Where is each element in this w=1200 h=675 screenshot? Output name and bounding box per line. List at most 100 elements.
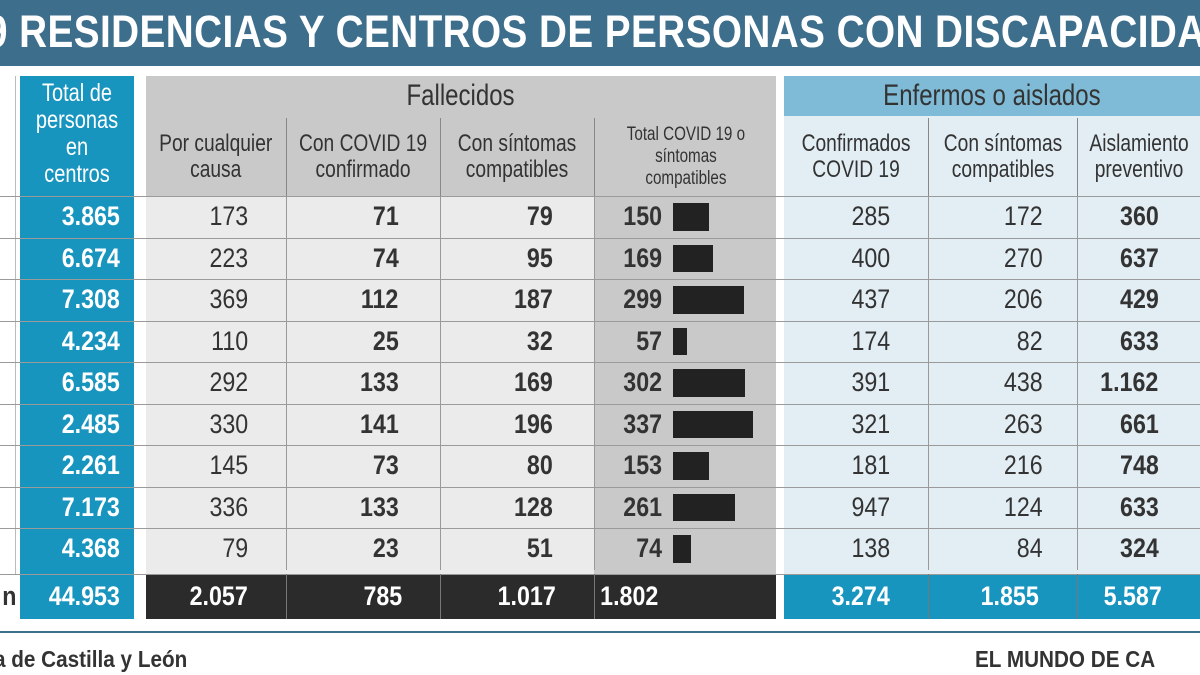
- cell-enf-aislamiento: 633: [1077, 320, 1200, 362]
- cell-enf-aislamiento: 429: [1077, 279, 1200, 321]
- value-enf-confirmados: 321: [851, 408, 891, 439]
- value-total: 2.485: [62, 408, 121, 439]
- value-fall-total: 153: [623, 450, 662, 481]
- enfermos-body-bg: [784, 196, 1200, 574]
- value-enf-confirmados: 285: [851, 201, 891, 232]
- row-divider: [0, 403, 1200, 405]
- cell-fall-sintomas: 128: [440, 486, 594, 528]
- cell-enf-confirmados: 437: [784, 279, 928, 321]
- header-fall-cualquier-label: Por cualquier causa: [159, 130, 273, 183]
- value-fall-sintomas: 196: [513, 408, 553, 439]
- cell-fall-sintomas: 79: [440, 196, 594, 238]
- value-total: 3.865: [62, 201, 121, 232]
- value-fall-total: 169: [623, 242, 662, 273]
- fallecidos-totals-bg: [146, 573, 776, 619]
- value-enf-aislamiento: 429: [1119, 284, 1159, 315]
- header-fall-sintomas: Con síntomas compatibles: [440, 118, 594, 196]
- cell-enf-sintomas: 124: [928, 486, 1077, 528]
- total-fall-covid: 785: [286, 573, 440, 619]
- cell-fall-covid: 23: [286, 528, 440, 570]
- cell-enf-confirmados: 321: [784, 404, 928, 446]
- value-enf-sintomas: 438: [1003, 367, 1043, 398]
- total-value-enf-aislamiento: 5.587: [1104, 580, 1163, 611]
- header-enf-sintomas-label: Con síntomas compatibles: [943, 130, 1063, 183]
- total-enf-aislamiento: 5.587: [1077, 573, 1200, 619]
- total-value-label: n: [1, 580, 16, 611]
- publisher-credit: EL MUNDO DE CA: [975, 646, 1156, 672]
- cell-enf-sintomas: 270: [928, 237, 1077, 279]
- total-value-fall-covid: 785: [363, 580, 403, 611]
- value-fall-cualquier: 79: [222, 533, 249, 564]
- cell-fall-covid: 112: [286, 279, 440, 321]
- cell-enf-confirmados: 174: [784, 321, 928, 363]
- cell-fall-covid: 141: [286, 403, 440, 445]
- total-total: 44.953: [20, 574, 134, 620]
- header-total: Total de personas en centros: [20, 80, 134, 190]
- cell-fall-total: 337: [594, 403, 776, 445]
- header-fall-covid: Con COVID 19 confirmado: [286, 118, 440, 196]
- value-enf-confirmados: 391: [851, 367, 891, 398]
- group-title-fallecidos: Fallecidos: [146, 76, 776, 116]
- fallecidos-header-bg: [146, 76, 776, 196]
- total-fall-total: 1.802: [594, 573, 776, 619]
- source-note: a de Castilla y León: [0, 646, 188, 672]
- value-fall-cualquier: 223: [209, 242, 249, 273]
- total-label: n: [0, 574, 16, 620]
- value-fall-covid: 23: [372, 533, 399, 564]
- bar-fall-total: [673, 327, 687, 355]
- value-fall-covid: 73: [372, 450, 399, 481]
- value-fall-sintomas: 169: [513, 367, 553, 398]
- value-fall-cualquier: 292: [209, 367, 249, 398]
- value-fall-sintomas: 51: [526, 533, 553, 564]
- bottom-rule: [0, 631, 1200, 633]
- row-divider: [0, 279, 1200, 280]
- value-total: 4.234: [62, 325, 121, 356]
- cell-total: 6.585: [20, 362, 134, 404]
- value-enf-sintomas: 216: [1003, 450, 1043, 481]
- value-enf-aislamiento: 1.162: [1100, 367, 1159, 398]
- cell-fall-total: 169: [594, 237, 776, 279]
- cell-total: 2.485: [20, 404, 134, 446]
- header-total-label: Total de personas en centros: [35, 79, 119, 188]
- value-enf-sintomas: 206: [1003, 284, 1043, 315]
- cell-total: 4.234: [20, 321, 134, 363]
- enfermos-totals-bg: [784, 573, 1200, 619]
- value-enf-sintomas: 124: [1003, 491, 1043, 522]
- cell-fall-cualquier: 145: [146, 445, 286, 487]
- value-enf-aislamiento: 633: [1119, 491, 1159, 522]
- value-fall-sintomas: 80: [526, 450, 553, 481]
- cell-fall-cualquier: 330: [146, 404, 286, 446]
- cell-fall-sintomas: 187: [440, 279, 594, 321]
- cell-enf-confirmados: 391: [784, 362, 928, 404]
- cell-fall-sintomas: 169: [440, 362, 594, 404]
- chart-title: 9 RESIDENCIAS Y CENTROS DE PERSONAS CON …: [0, 6, 1200, 57]
- value-fall-cualquier: 145: [209, 450, 249, 481]
- cell-fall-cualquier: 110: [146, 321, 286, 363]
- cell-enf-sintomas: 206: [928, 279, 1077, 321]
- value-enf-sintomas: 82: [1016, 325, 1043, 356]
- header-enf-sintomas: Con síntomas compatibles: [928, 118, 1077, 196]
- value-enf-aislamiento: 360: [1119, 201, 1159, 232]
- cell-fall-total: 299: [594, 279, 776, 321]
- value-fall-covid: 112: [361, 284, 399, 315]
- cell-fall-total: 74: [594, 528, 776, 570]
- cell-fall-sintomas: 80: [440, 445, 594, 487]
- total-value-fall-sintomas: 1.017: [498, 580, 557, 611]
- value-enf-confirmados: 947: [851, 491, 891, 522]
- value-total: 7.173: [62, 491, 121, 522]
- bar-fall-total: [673, 410, 753, 438]
- cell-enf-aislamiento: 661: [1077, 403, 1200, 445]
- value-total: 7.308: [62, 284, 121, 315]
- total-enf-confirmados: 3.274: [784, 574, 928, 620]
- cell-enf-sintomas: 172: [928, 196, 1077, 238]
- cell-enf-confirmados: 138: [784, 528, 928, 570]
- header-enf-aislamiento: Aislamiento preventivo: [1077, 118, 1200, 196]
- cell-enf-aislamiento: 360: [1077, 196, 1200, 238]
- bar-fall-total: [673, 286, 744, 314]
- value-fall-total: 299: [623, 284, 662, 315]
- cell-enf-sintomas: 263: [928, 403, 1077, 445]
- value-fall-total: 261: [623, 491, 662, 522]
- value-fall-covid: 133: [359, 367, 399, 398]
- value-fall-cualquier: 336: [209, 491, 249, 522]
- value-total: 4.368: [62, 533, 121, 564]
